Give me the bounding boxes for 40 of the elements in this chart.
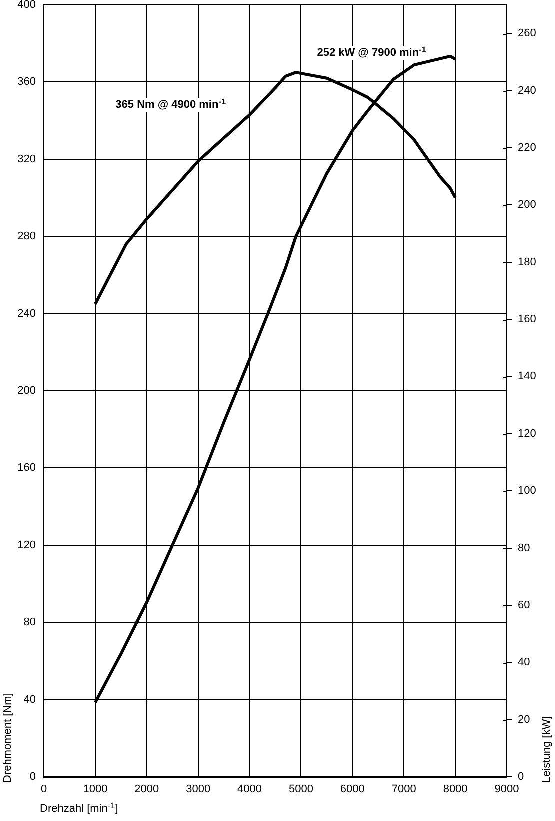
y-tick-label: 320: [18, 153, 36, 166]
x-tick-label: 0: [40, 784, 48, 796]
y2-tick-label: 180: [518, 256, 536, 268]
y-tick-label: 240: [18, 308, 36, 320]
y2-tick-label: 140: [518, 370, 536, 383]
x-tick-label: 3000: [186, 784, 211, 796]
x-tick-label: 6000: [340, 784, 365, 796]
y2-axis-title: Leistung [kW]: [540, 716, 554, 783]
y2-tick-label: 100: [518, 485, 536, 498]
x-axis-title: Drehzahl [min$^{-1}$]: [40, 801, 118, 816]
x-tick-label: 4000: [238, 784, 262, 796]
y-tick-label: 40: [24, 694, 36, 706]
y2-tick-label: 200: [518, 199, 536, 212]
y-tick-label: 400: [18, 0, 36, 12]
x-tick-label: 1000: [83, 784, 108, 796]
x-tick-label: 7000: [392, 784, 416, 796]
y-tick-label: 120: [18, 539, 36, 552]
x-tick-label: 2000: [134, 784, 160, 796]
x-tick-label: 8000: [443, 784, 468, 796]
y2-tick-label: 160: [518, 314, 536, 326]
y2-tick-label: 240: [518, 84, 536, 97]
x-tick-label: 5000: [288, 784, 314, 796]
y-tick-label: 80: [24, 616, 36, 629]
y2-tick-label: 260: [518, 28, 536, 40]
y2-tick-label: 220: [518, 142, 536, 154]
y-tick-label: 280: [18, 230, 36, 243]
y2-tick-label: 80: [518, 542, 530, 554]
y-tick-label: 360: [18, 76, 36, 88]
y2-tick-label: 20: [518, 714, 530, 726]
annotation: 252 kW @ 7900 min$^{-1}$: [315, 46, 428, 60]
annotation: 365 Nm @ 4900 min$^{-1}$: [114, 96, 228, 112]
y-tick-label: 0: [30, 771, 36, 784]
y-tick-label: 160: [18, 462, 36, 474]
y2-tick-label: 120: [518, 428, 536, 440]
y2-tick-label: 40: [518, 656, 530, 669]
y-axis-title: Drehmoment [Nm]: [1, 693, 15, 783]
y2-tick-label: 60: [518, 599, 530, 612]
x-tick-label: 9000: [494, 784, 520, 796]
y2-tick-label: 0: [518, 771, 524, 784]
y-tick-label: 200: [18, 385, 36, 398]
